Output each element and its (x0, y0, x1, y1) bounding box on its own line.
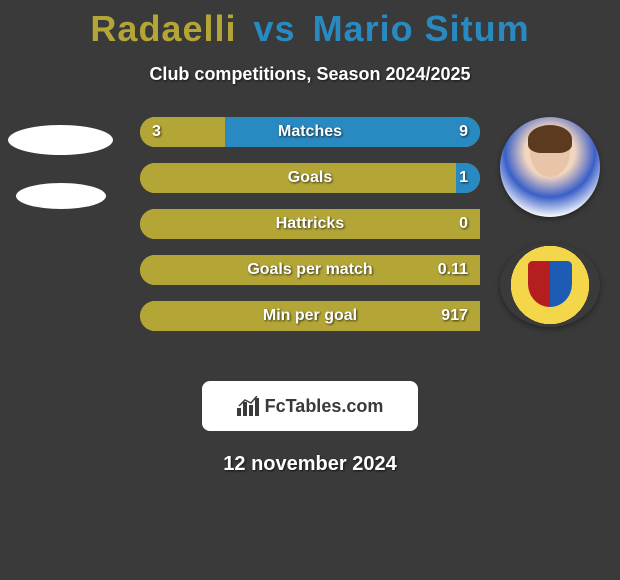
stat-label: Hattricks (140, 215, 480, 233)
stat-right-value: 917 (441, 307, 468, 325)
stat-right-value: 0 (459, 215, 468, 233)
watermark-text: FcTables.com (265, 396, 384, 417)
stat-label: Goals per match (140, 261, 480, 279)
watermark: FcTables.com (202, 381, 418, 431)
player1-photo-placeholder (8, 125, 113, 155)
stat-label: Goals (140, 169, 480, 187)
stat-right-value: 0.11 (438, 261, 468, 279)
stat-row: Min per goal917 (140, 301, 480, 331)
player2-name: Mario Situm (313, 8, 530, 49)
stat-row: Hattricks0 (140, 209, 480, 239)
player2-photo (500, 117, 600, 217)
player1-name: Radaelli (90, 8, 236, 49)
stat-row: Goals per match0.11 (140, 255, 480, 285)
comparison-area: 3Matches9 Goals1 Hattricks0 Goals per match… (0, 117, 620, 367)
player2-avatar-column (500, 117, 600, 327)
player2-club-badge (500, 243, 600, 327)
date-text: 12 november 2024 (0, 453, 620, 476)
vs-text: vs (254, 8, 296, 49)
chart-bar-icon (237, 396, 259, 416)
player1-club-placeholder (16, 183, 106, 209)
stat-row: Goals1 (140, 163, 480, 193)
stat-right-value: 9 (459, 123, 468, 141)
player1-avatar-column (8, 117, 113, 209)
stat-right-value: 1 (459, 169, 468, 187)
stat-label: Min per goal (140, 307, 480, 325)
subtitle: Club competitions, Season 2024/2025 (0, 64, 620, 85)
stat-row: 3Matches9 (140, 117, 480, 147)
page-title: Radaelli vs Mario Situm (0, 0, 620, 50)
stats-bars: 3Matches9 Goals1 Hattricks0 Goals per match… (140, 117, 480, 347)
stat-label: Matches (140, 123, 480, 141)
